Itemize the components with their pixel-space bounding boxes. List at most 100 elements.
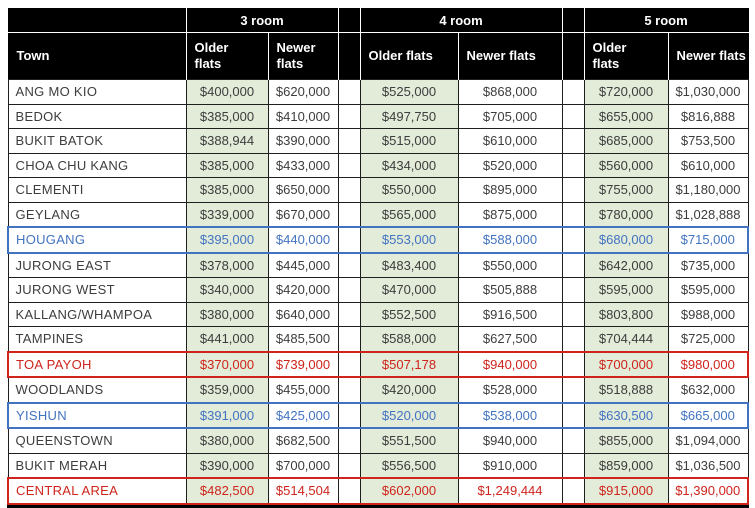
newer-flats-price-cell: $682,500	[267, 427, 339, 454]
older-flats-price-cell: $595,000	[583, 277, 669, 303]
town-cell: TAMPINES	[7, 326, 187, 352]
table-row: TOA PAYOH $370,000 $739,000 $507,178 $940,00…	[7, 350, 749, 378]
newer-flats-price-cell: $410,000	[267, 103, 339, 129]
flat-price-table: 3 room 4 room 5 room Town Older flats Ne…	[7, 8, 749, 505]
town-cell: ANG MO KIO	[7, 79, 187, 105]
newer-flats-price-cell: $610,000	[457, 128, 563, 154]
older-flats-price-cell: $685,000	[583, 128, 669, 154]
newer-flats-price-cell: $715,000	[667, 226, 749, 254]
gap-cell	[337, 401, 361, 429]
header-gap-cell	[338, 8, 361, 33]
newer-flats-price-cell: $940,000	[457, 350, 563, 378]
town-cell: GEYLANG	[7, 201, 187, 228]
newer-flats-price-cell: $940,000	[457, 427, 563, 454]
older-flats-price-cell: $507,178	[359, 350, 459, 378]
older-flats-price-cell: $378,000	[185, 252, 269, 278]
town-cell: KALLANG/WHAMPOA	[7, 301, 187, 327]
gap-cell	[337, 350, 361, 378]
table-body: ANG MO KIO $400,000 $620,000 $525,000 $868,0…	[7, 79, 749, 505]
older-flats-price-cell: $390,000	[185, 452, 269, 479]
gap-cell	[337, 326, 361, 352]
newer-flats-price-cell: $1,094,000	[667, 427, 749, 454]
gap-cell	[337, 477, 361, 505]
older-flats-price-cell: $704,444	[583, 326, 669, 352]
older-flats-price-cell: $395,000	[185, 226, 269, 254]
gap-cell	[337, 201, 361, 228]
newer-flats-price-cell: $640,000	[267, 301, 339, 327]
older-flats-price-cell: $380,000	[185, 427, 269, 454]
table-row: JURONG EAST $378,000 $445,000 $483,400 $550,…	[7, 252, 749, 278]
gap-cell	[337, 128, 361, 154]
older-flats-price-cell: $655,000	[583, 103, 669, 129]
town-cell: QUEENSTOWN	[7, 427, 187, 454]
older-flats-price-cell: $385,000	[185, 152, 269, 178]
newer-flats-price-cell: $550,000	[457, 252, 563, 278]
newer-flats-price-cell: $700,000	[267, 452, 339, 479]
newer-flats-price-cell: $595,000	[667, 277, 749, 303]
older-flats-price-cell: $859,000	[583, 452, 669, 479]
newer-flats-price-cell: $1,030,000	[667, 79, 749, 105]
older-flats-price-cell: $385,000	[185, 177, 269, 203]
newer-flats-price-cell: $1,249,444	[457, 477, 563, 505]
gap-cell	[561, 152, 585, 178]
older-flats-price-cell: $550,000	[359, 177, 459, 203]
table-row: WOODLANDS $359,000 $455,000 $420,000 $528,00…	[7, 376, 749, 403]
table-row: YISHUN $391,000 $425,000 $520,000 $538,000 $6…	[7, 401, 749, 429]
older-flats-price-cell: $515,000	[359, 128, 459, 154]
town-header: Town	[8, 32, 187, 80]
older-flats-price-cell: $700,000	[583, 350, 669, 378]
gap-cell	[561, 226, 585, 254]
older-flats-price-cell: $680,000	[583, 226, 669, 254]
gap-cell	[561, 452, 585, 479]
newer-flats-price-cell: $1,390,000	[667, 477, 749, 505]
gap-cell	[337, 226, 361, 254]
older-flats-header-4room: Older flats	[360, 32, 459, 80]
table-row: JURONG WEST $340,000 $420,000 $470,000 $505,…	[7, 277, 749, 303]
newer-flats-price-cell: $505,888	[457, 277, 563, 303]
older-flats-price-cell: $370,000	[185, 350, 269, 378]
newer-flats-price-cell: $455,000	[267, 376, 339, 403]
newer-flats-header-5room: Newer flats	[668, 32, 748, 80]
gap-cell	[561, 350, 585, 378]
older-flats-price-cell: $483,400	[359, 252, 459, 278]
newer-flats-price-cell: $735,000	[667, 252, 749, 278]
newer-flats-price-cell: $1,028,888	[667, 201, 749, 228]
table-row: TAMPINES $441,000 $485,500 $588,000 $627,500…	[7, 326, 749, 352]
table-row: KALLANG/WHAMPOA $380,000 $640,000 $552,500 $…	[7, 301, 749, 327]
gap-cell	[561, 103, 585, 129]
older-flats-header-5room: Older flats	[584, 32, 669, 80]
older-flats-price-cell: $470,000	[359, 277, 459, 303]
newer-flats-price-cell: $725,000	[667, 326, 749, 352]
table-row: CHOA CHU KANG $385,000 $433,000 $434,000 $52…	[7, 152, 749, 178]
table-row: HOUGANG $395,000 $440,000 $553,000 $588,000 $…	[7, 226, 749, 254]
newer-flats-price-cell: $739,000	[267, 350, 339, 378]
older-flats-price-cell: $630,500	[583, 401, 669, 429]
older-flats-price-cell: $359,000	[185, 376, 269, 403]
town-cell: YISHUN	[7, 401, 187, 429]
older-flats-price-cell: $755,000	[583, 177, 669, 203]
gap-cell	[561, 326, 585, 352]
gap-cell	[561, 201, 585, 228]
older-flats-price-cell: $642,000	[583, 252, 669, 278]
newer-flats-price-cell: $753,500	[667, 128, 749, 154]
older-flats-price-cell: $556,500	[359, 452, 459, 479]
older-flats-price-cell: $420,000	[359, 376, 459, 403]
gap-cell	[337, 252, 361, 278]
older-flats-price-cell: $565,000	[359, 201, 459, 228]
newer-flats-price-cell: $627,500	[457, 326, 563, 352]
group-header-5room: 5 room	[584, 8, 748, 33]
table-header: 3 room 4 room 5 room Town Older flats Ne…	[8, 8, 748, 80]
table-row: BEDOK $385,000 $410,000 $497,750 $705,000 $65…	[7, 103, 749, 129]
older-flats-price-cell: $497,750	[359, 103, 459, 129]
gap-cell	[561, 177, 585, 203]
newer-flats-price-cell: $514,504	[267, 477, 339, 505]
newer-flats-price-cell: $425,000	[267, 401, 339, 429]
table-row: BUKIT BATOK $388,944 $390,000 $515,000 $610,…	[7, 128, 749, 154]
newer-flats-price-cell: $895,000	[457, 177, 563, 203]
older-flats-price-cell: $525,000	[359, 79, 459, 105]
older-flats-price-cell: $482,500	[185, 477, 269, 505]
older-flats-price-cell: $520,000	[359, 401, 459, 429]
table-row: BUKIT MERAH $390,000 $700,000 $556,500 $910,…	[7, 452, 749, 479]
gap-cell	[561, 301, 585, 327]
table-row: CENTRAL AREA $482,500 $514,504 $602,000 $1,2…	[7, 477, 749, 505]
